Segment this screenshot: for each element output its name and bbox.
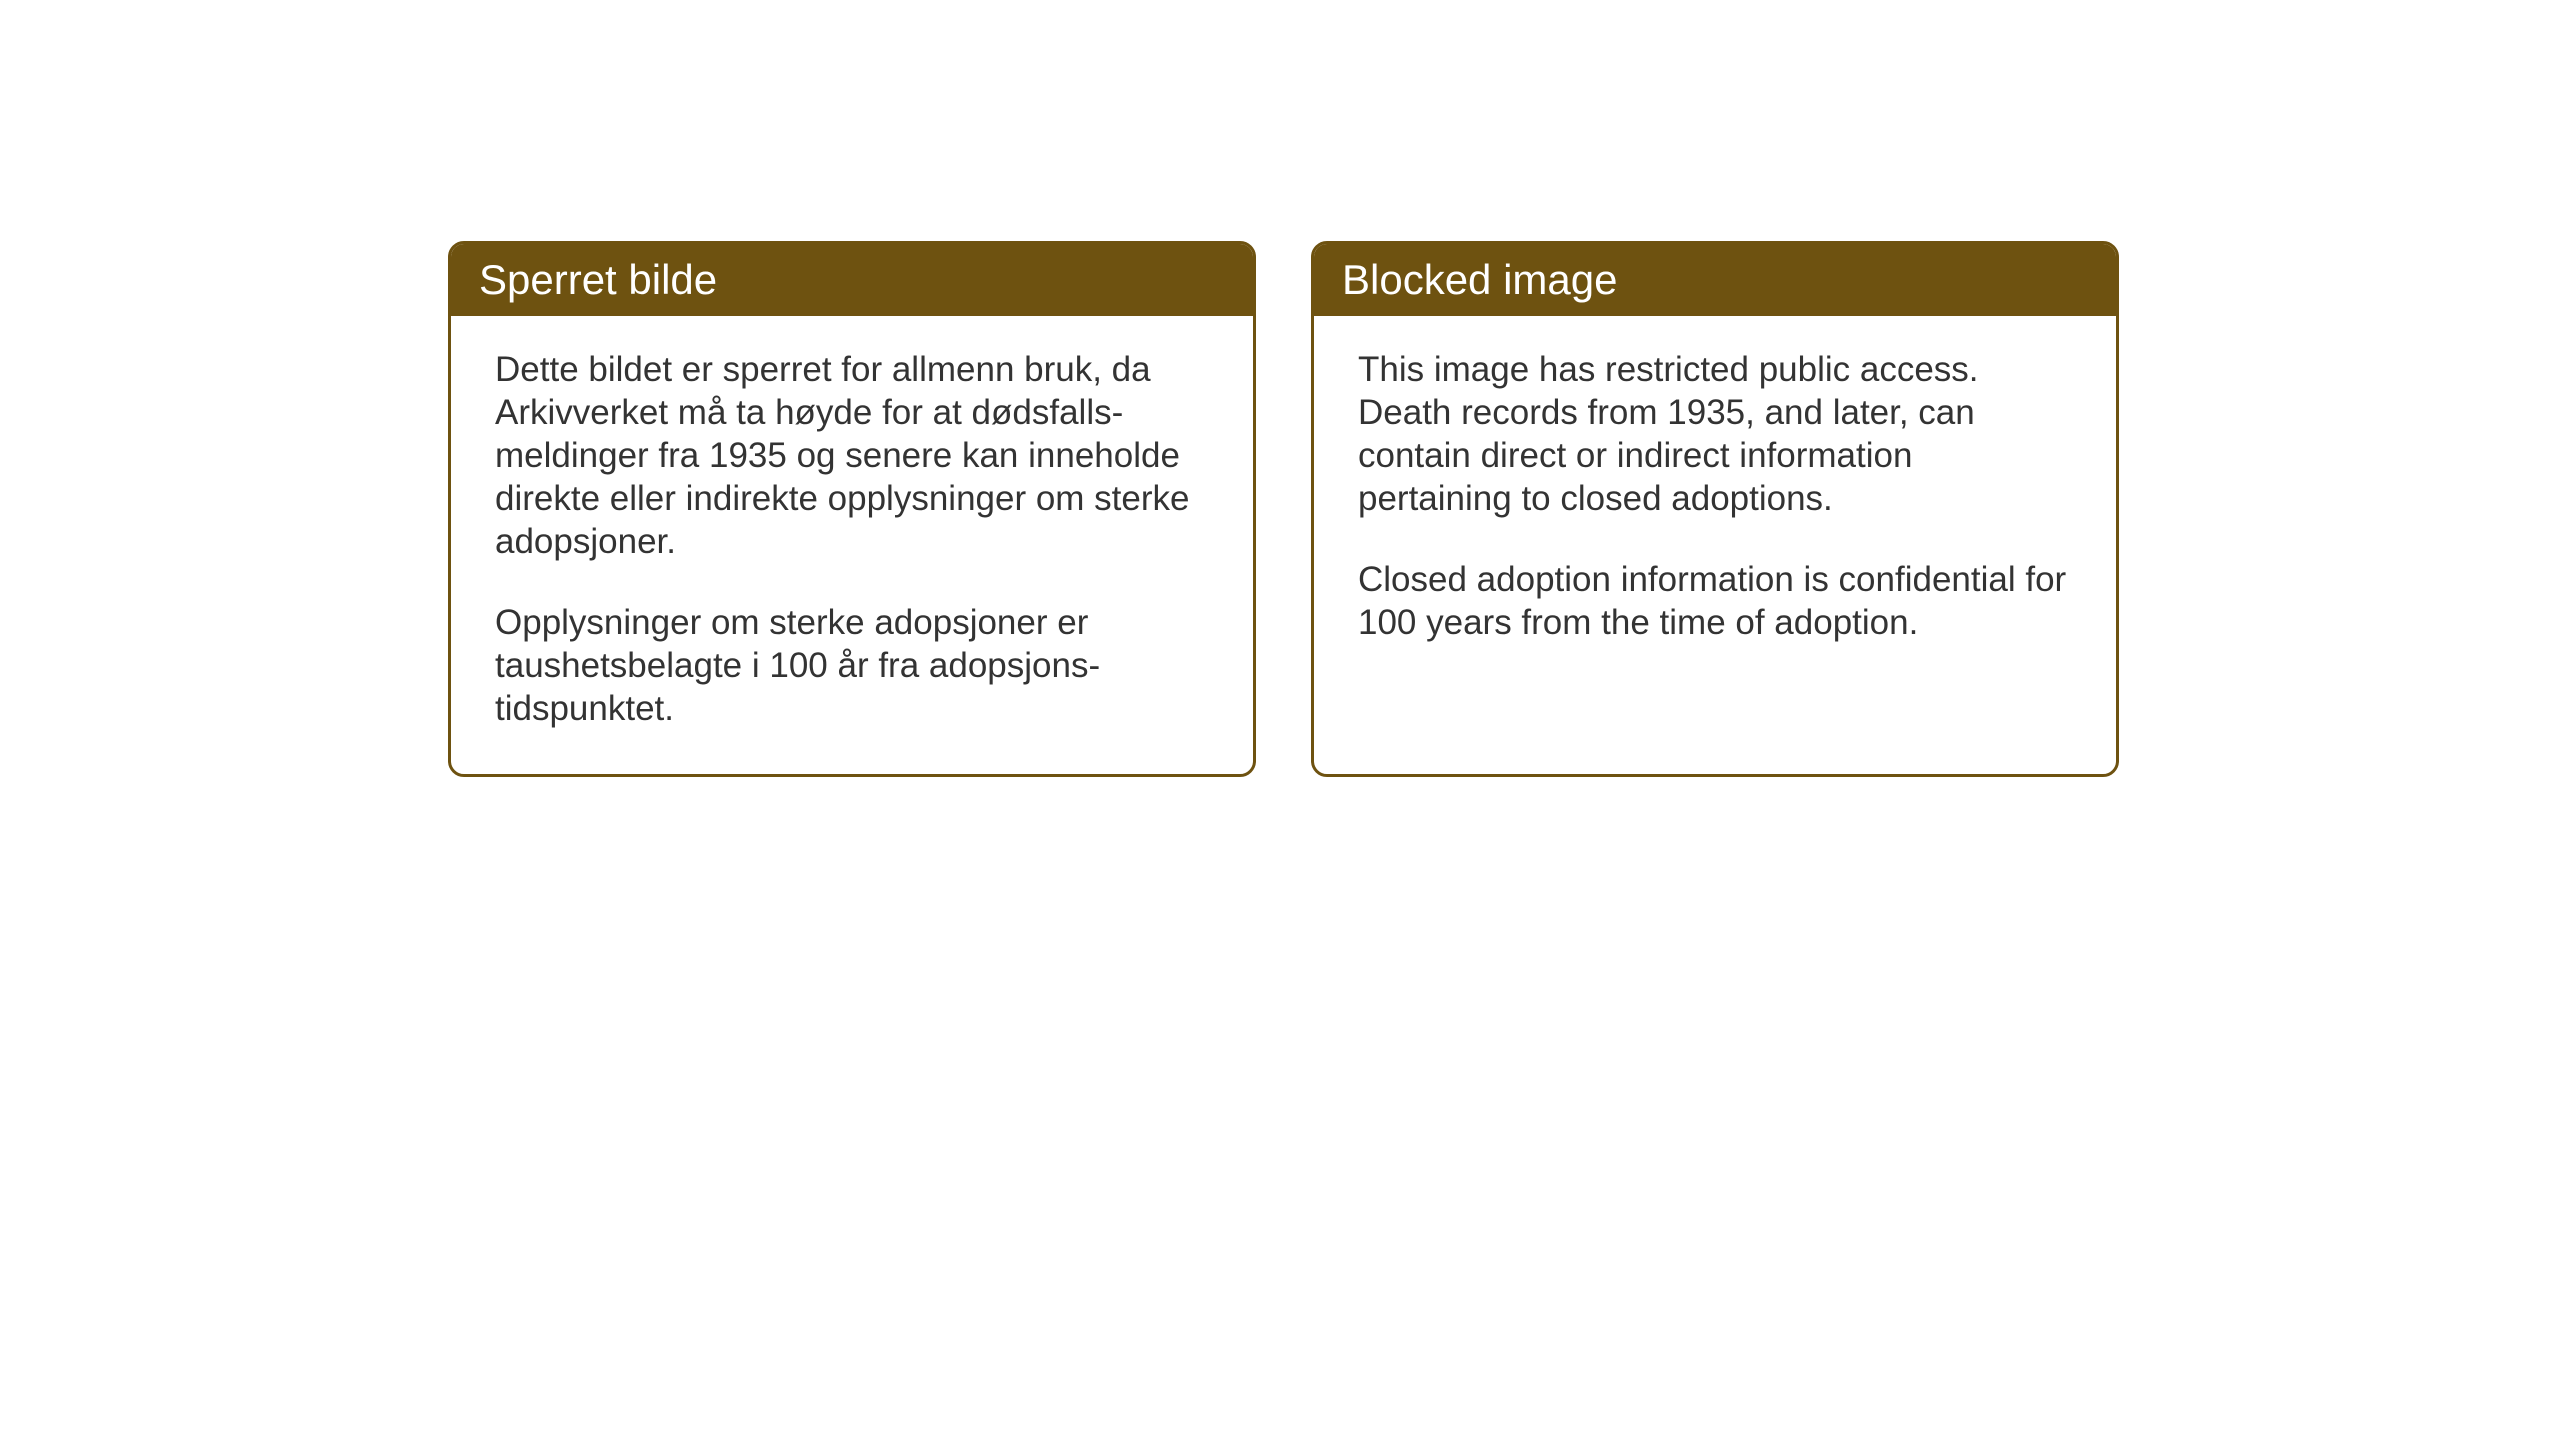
english-card-body: This image has restricted public access.… xyxy=(1314,316,2116,688)
norwegian-notice-card: Sperret bilde Dette bildet er sperret fo… xyxy=(448,241,1256,777)
english-paragraph-2: Closed adoption information is confident… xyxy=(1358,558,2072,644)
english-card-title: Blocked image xyxy=(1314,244,2116,316)
norwegian-card-body: Dette bildet er sperret for allmenn bruk… xyxy=(451,316,1253,774)
english-notice-card: Blocked image This image has restricted … xyxy=(1311,241,2119,777)
norwegian-paragraph-2: Opplysninger om sterke adopsjoner er tau… xyxy=(495,601,1209,730)
norwegian-paragraph-1: Dette bildet er sperret for allmenn bruk… xyxy=(495,348,1209,563)
norwegian-card-title: Sperret bilde xyxy=(451,244,1253,316)
notice-cards-container: Sperret bilde Dette bildet er sperret fo… xyxy=(448,241,2119,777)
english-paragraph-1: This image has restricted public access.… xyxy=(1358,348,2072,520)
